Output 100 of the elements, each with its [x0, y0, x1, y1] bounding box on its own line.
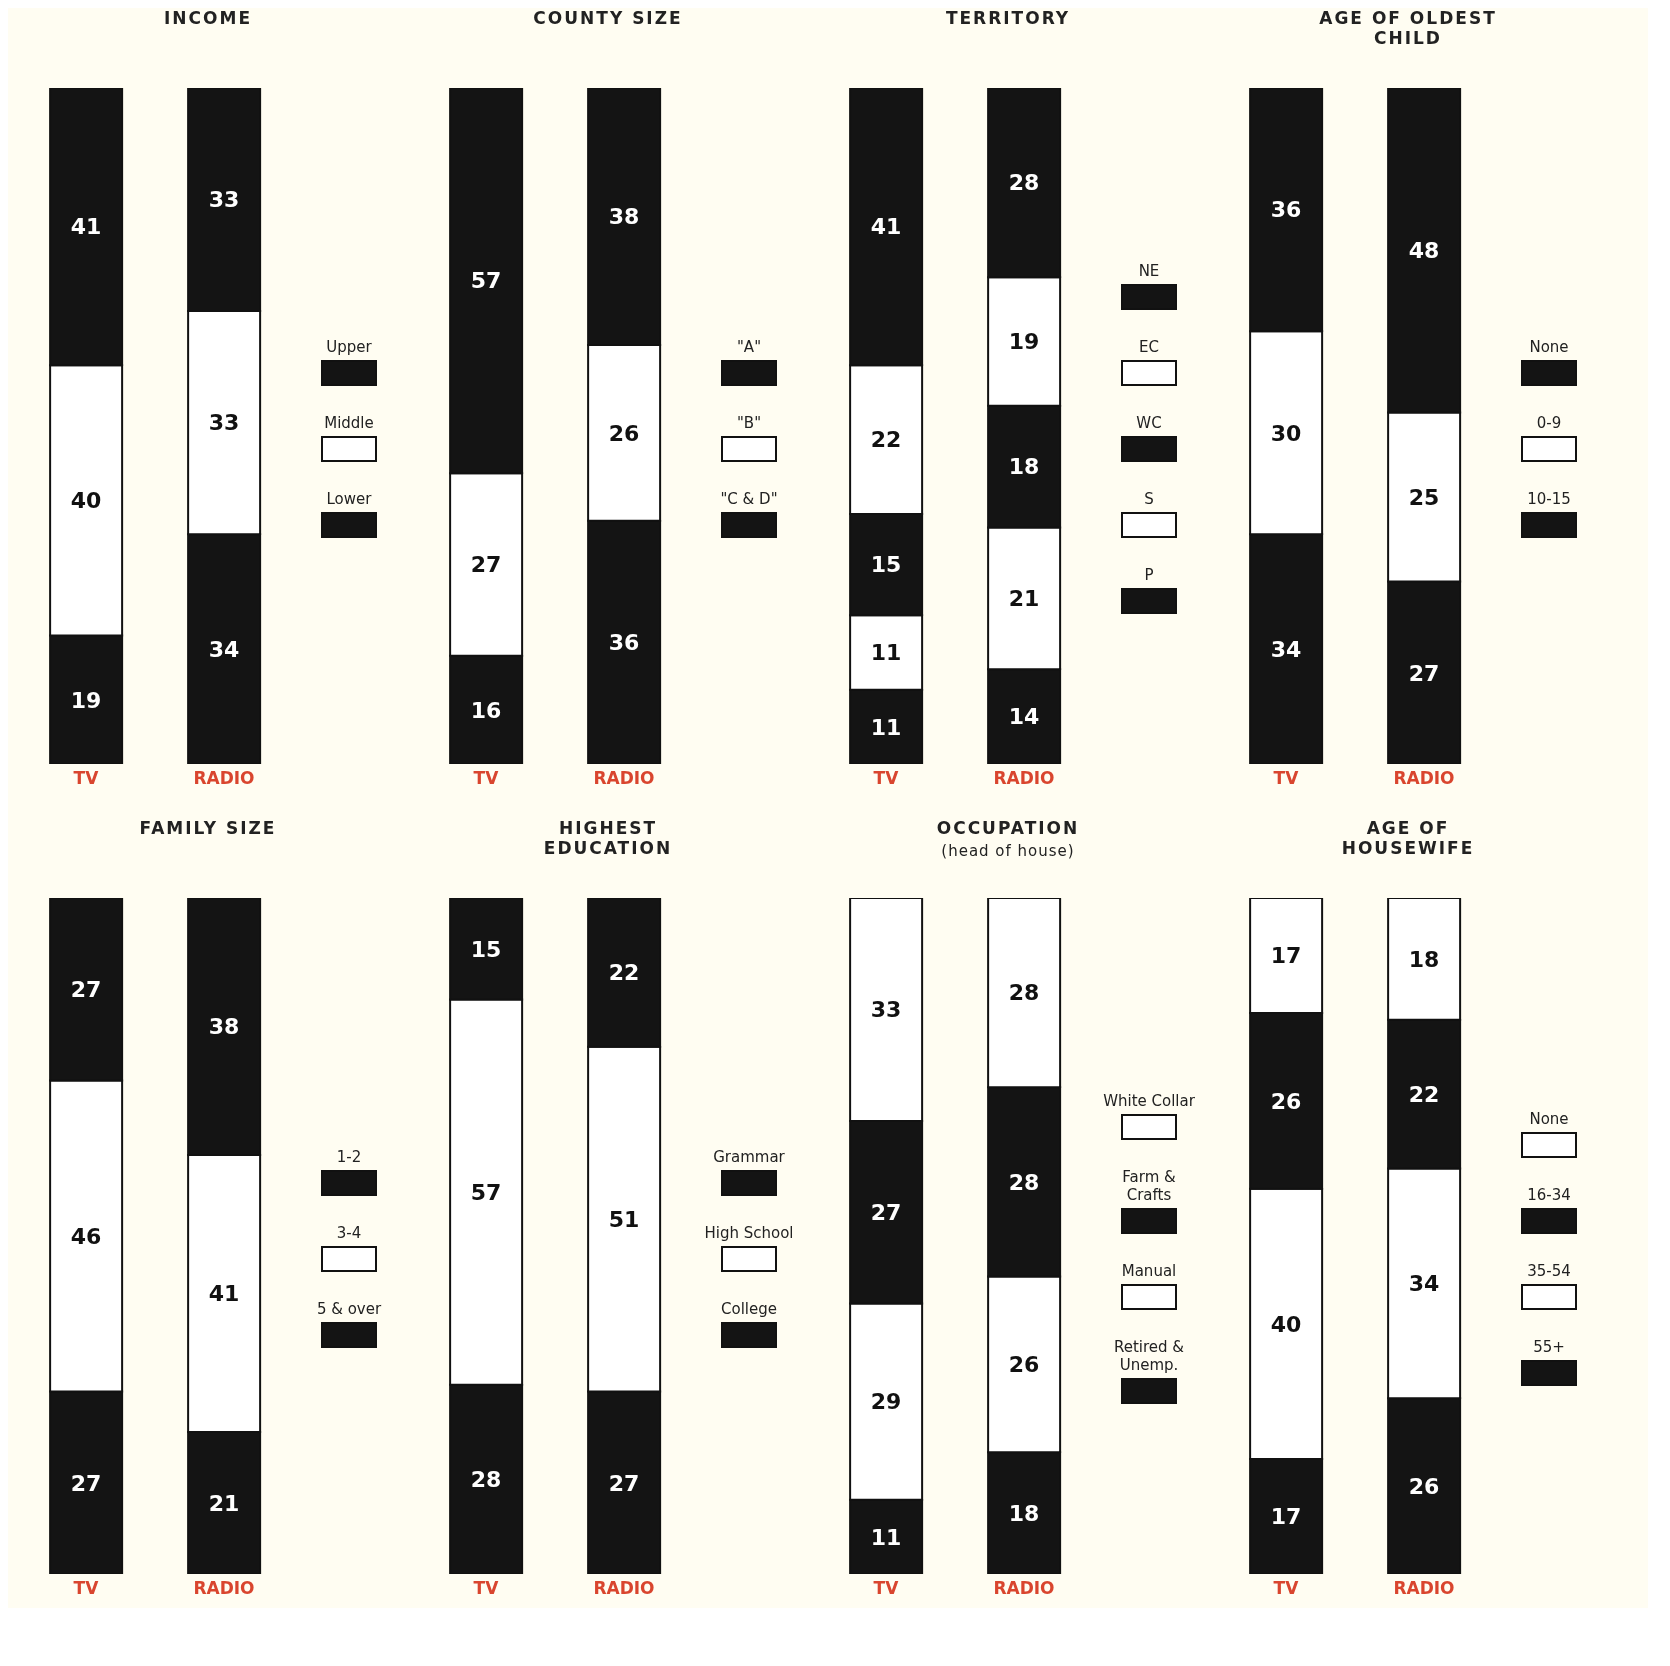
data-label: 27 — [70, 977, 102, 1003]
data-label: 36 — [608, 630, 640, 656]
text: 0-9 — [1536, 414, 1562, 432]
data-label: 21 — [208, 1490, 240, 1516]
x-tick-label: TV — [473, 1578, 500, 1599]
data-label: 27 — [1408, 660, 1440, 686]
text: 3-4 — [336, 1224, 362, 1242]
data-label: 15 — [870, 552, 902, 578]
text: Grammar — [713, 1148, 785, 1166]
data-label: 27 — [470, 552, 502, 578]
data-label: 41 — [208, 1281, 240, 1307]
text: High School — [704, 1224, 794, 1242]
data-label: 33 — [208, 410, 240, 436]
data-label: 26 — [1008, 1352, 1040, 1378]
data-label: 16 — [470, 697, 502, 723]
x-tick-label: RADIO — [193, 768, 255, 789]
data-label: 34 — [1408, 1271, 1440, 1297]
data-label: 26 — [608, 420, 640, 446]
data-label: 40 — [70, 488, 102, 514]
data-label: 22 — [1408, 1081, 1440, 1107]
x-tick-label: RADIO — [593, 768, 655, 789]
chart-title: FAMILY SIZE — [138, 818, 278, 838]
text: College — [721, 1300, 777, 1318]
data-label: 38 — [608, 204, 640, 230]
chart-title: COUNTY SIZE — [532, 8, 684, 28]
data-label: 41 — [870, 214, 902, 240]
text: "B" — [736, 414, 762, 432]
data-label: 11 — [870, 1524, 902, 1550]
x-tick-label: RADIO — [993, 768, 1055, 789]
chart-title: TERRITORY — [944, 8, 1072, 28]
text: Retired & Unemp. — [1112, 1338, 1186, 1374]
data-label: 18 — [1408, 946, 1440, 972]
data-label: 34 — [208, 636, 240, 662]
text: None — [1529, 1110, 1569, 1128]
text: None — [1529, 338, 1569, 356]
data-label: 25 — [1408, 484, 1440, 510]
data-label: 29 — [870, 1389, 902, 1415]
text: "A" — [736, 338, 762, 356]
text: 55+ — [1533, 1338, 1565, 1356]
chart-title: AGE OF OLDEST CHILD — [1318, 8, 1498, 48]
x-tick-label: RADIO — [1393, 1578, 1455, 1599]
data-label: 14 — [1008, 704, 1040, 730]
data-label: 46 — [70, 1223, 102, 1249]
data-label: 11 — [870, 640, 902, 666]
text: P — [1144, 566, 1154, 584]
data-label: 57 — [470, 268, 502, 294]
text: Middle — [324, 414, 374, 432]
data-label: 30 — [1270, 420, 1302, 446]
data-label: 18 — [1008, 1500, 1040, 1526]
data-label: 27 — [608, 1470, 640, 1496]
text: 1-2 — [336, 1148, 362, 1166]
text: Lower — [326, 490, 372, 508]
chart-title: INCOME — [163, 8, 253, 28]
data-label: 34 — [1270, 636, 1302, 662]
chart-title: HIGHEST EDUCATION — [542, 818, 674, 858]
chart-title: OCCUPATION — [935, 818, 1081, 838]
data-label: 19 — [70, 687, 102, 713]
text: S — [1144, 490, 1154, 508]
data-label: 41 — [70, 214, 102, 240]
data-label: 28 — [1008, 170, 1040, 196]
chart-subtitle: (head of house) — [940, 842, 1076, 860]
text: 35-54 — [1527, 1262, 1571, 1280]
data-label: 48 — [1408, 238, 1440, 264]
x-tick-label: TV — [73, 1578, 100, 1599]
text: White Collar — [1103, 1092, 1195, 1110]
data-label: 27 — [870, 1200, 902, 1226]
text: NE — [1138, 262, 1160, 280]
data-label: 27 — [70, 1470, 102, 1496]
x-tick-label: RADIO — [193, 1578, 255, 1599]
x-tick-label: TV — [73, 768, 100, 789]
data-label: 22 — [608, 960, 640, 986]
data-label: 28 — [470, 1467, 502, 1493]
text: EC — [1139, 338, 1159, 356]
data-label: 21 — [1008, 586, 1040, 612]
x-tick-label: RADIO — [993, 1578, 1055, 1599]
text: Farm & Crafts — [1121, 1168, 1177, 1204]
text: 10-15 — [1527, 490, 1571, 508]
x-tick-label: TV — [873, 768, 900, 789]
data-label: 40 — [1270, 1311, 1302, 1337]
x-tick-label: TV — [473, 768, 500, 789]
x-tick-label: TV — [873, 1578, 900, 1599]
data-label: 26 — [1408, 1473, 1440, 1499]
text: 5 & over — [316, 1300, 382, 1318]
text: WC — [1136, 414, 1162, 432]
data-label: 26 — [1270, 1088, 1302, 1114]
chart-title: AGE OF HOUSEWIFE — [1340, 818, 1476, 858]
text: 16-34 — [1527, 1186, 1571, 1204]
x-tick-label: TV — [1273, 1578, 1300, 1599]
data-label: 19 — [1008, 329, 1040, 355]
text: Upper — [326, 338, 372, 356]
data-label: 18 — [1008, 454, 1040, 480]
x-tick-label: TV — [1273, 768, 1300, 789]
data-label: 36 — [1270, 197, 1302, 223]
data-label: 38 — [208, 1014, 240, 1040]
x-tick-label: RADIO — [593, 1578, 655, 1599]
x-tick-label: RADIO — [1393, 768, 1455, 789]
data-label: 57 — [470, 1179, 502, 1205]
data-label: 11 — [870, 714, 902, 740]
data-label: 22 — [870, 427, 902, 453]
data-label: 15 — [470, 936, 502, 962]
